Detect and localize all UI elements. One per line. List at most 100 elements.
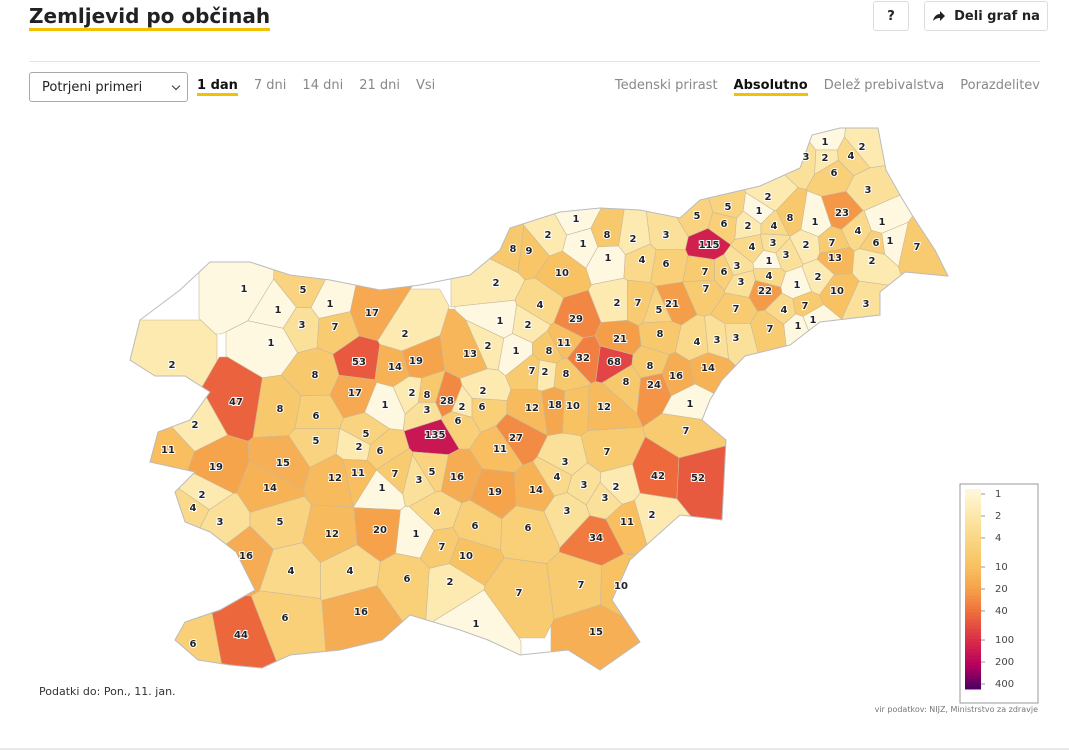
municipality-label: 7: [914, 242, 921, 253]
legend-swatch: [965, 575, 981, 580]
legend-swatch: [965, 592, 981, 597]
municipality-label: 7: [733, 304, 740, 315]
municipality-label: 3: [562, 457, 569, 468]
legend-swatch: [965, 632, 981, 637]
municipality-label: 3: [738, 277, 745, 288]
period-tab[interactable]: 7 dni: [253, 78, 287, 93]
legend-swatch: [965, 615, 981, 620]
municipality-label: 4: [190, 503, 197, 514]
view-tab[interactable]: Delež prebivalstva: [823, 78, 945, 93]
municipality-label: 2: [493, 278, 500, 289]
municipality-label: 47: [229, 397, 243, 408]
municipality-label: 3: [783, 250, 790, 261]
municipality-label: 14: [701, 363, 715, 374]
municipality-label: 4: [694, 337, 701, 348]
municipality-label: 6: [313, 411, 320, 422]
legend-swatch: [965, 549, 981, 553]
municipality-label: 3: [416, 475, 423, 486]
legend-swatch: [965, 509, 981, 513]
municipality-label: 7: [703, 284, 710, 295]
view-tab[interactable]: Porazdelitev: [960, 78, 1040, 93]
municipality-label: 6: [873, 238, 880, 249]
municipality-label: 1: [473, 619, 480, 630]
municipality-label: 3: [299, 320, 306, 331]
municipality-label: 1: [756, 206, 763, 217]
municipality-label: 135: [425, 430, 446, 441]
view-tabs: Tedenski prirast Absolutno Delež prebivals…: [615, 78, 1040, 96]
municipality-label: 5: [429, 467, 436, 478]
municipalities: [130, 128, 948, 670]
legend-swatch: [965, 562, 981, 567]
municipality-label: 17: [348, 388, 362, 399]
municipality-label: 6: [377, 446, 384, 457]
municipality-label: 14: [263, 483, 277, 494]
period-tab[interactable]: 14 dni: [302, 78, 344, 93]
municipality-label: 1: [379, 483, 386, 494]
municipality-label: 4: [288, 566, 295, 577]
municipality-label: 1: [497, 316, 504, 327]
municipality-label: 3: [217, 517, 224, 528]
municipality-label: 1: [822, 137, 829, 148]
legend-swatch: [965, 605, 981, 610]
municipality-label: 7: [332, 322, 339, 333]
municipality-label: 6: [282, 613, 289, 624]
municipality-label: 3: [734, 261, 741, 272]
municipality-label: 4: [434, 507, 441, 518]
municipality-label: 6: [455, 416, 462, 427]
view-tab[interactable]: Tedenski prirast: [614, 78, 718, 93]
legend-swatch: [965, 489, 981, 493]
municipality-label: 2: [199, 490, 206, 501]
period-tab[interactable]: Vsi: [415, 78, 436, 93]
period-tab[interactable]: 21 dni: [359, 78, 400, 93]
legend-label: 10: [995, 562, 1008, 573]
municipality-label: 2: [485, 341, 492, 352]
municipality-label: 1: [687, 399, 694, 410]
legend-swatch: [965, 495, 981, 500]
municipality-label: 3: [733, 333, 740, 344]
legend-swatch: [965, 532, 981, 537]
municipality-label: 2: [192, 420, 199, 431]
municipality-label: 2: [815, 272, 822, 283]
municipality-label: 1: [794, 280, 801, 291]
page-title: Zemljevid po občinah: [29, 4, 271, 31]
legend-label: 2: [995, 511, 1001, 522]
municipality-label: 24: [647, 380, 661, 391]
legend-label: 4: [995, 533, 1001, 544]
legend-label: 400: [995, 679, 1014, 690]
municipality-label: 10: [555, 268, 569, 279]
municipality: [587, 381, 644, 432]
legend-swatch: [965, 499, 981, 503]
municipality-label: 13: [463, 349, 477, 360]
legend-label: 1: [995, 489, 1001, 500]
municipality-label: 11: [161, 445, 175, 456]
view-tab[interactable]: Absolutno: [733, 78, 808, 96]
municipality-label: 1: [766, 256, 773, 267]
municipality-label: 3: [803, 152, 810, 163]
municipality-label: 1: [879, 217, 886, 228]
legend-swatch: [965, 652, 981, 657]
legend-swatch: [965, 685, 981, 690]
municipality-label: 6: [721, 219, 728, 230]
measure-select[interactable]: Potrjeni primeri: [29, 72, 188, 102]
municipality-label: 3: [564, 506, 571, 517]
municipality-label: 4: [347, 566, 354, 577]
municipality-label: 2: [649, 510, 656, 521]
municipality-label: 5: [725, 202, 732, 213]
municipality-label: 13: [828, 253, 842, 264]
municipality-label: 8: [647, 361, 654, 372]
share-button[interactable]: Deli graf na: [924, 1, 1048, 31]
municipality-label: 2: [545, 230, 552, 241]
municipality-label: 1: [605, 253, 612, 264]
municipality-label: 1: [513, 346, 520, 357]
legend-swatch: [965, 525, 981, 530]
municipality-label: 7: [516, 588, 523, 599]
municipality-label: 7: [702, 267, 709, 278]
legend-label: 20: [995, 584, 1008, 595]
legend-swatch: [965, 635, 981, 640]
help-button[interactable]: ?: [873, 1, 909, 31]
municipality-label: 34: [589, 533, 603, 544]
period-tab[interactable]: 1 dan: [197, 78, 238, 96]
legend-swatch: [965, 595, 981, 600]
municipality-label: 2: [745, 221, 752, 232]
municipality-label: 16: [239, 551, 253, 562]
